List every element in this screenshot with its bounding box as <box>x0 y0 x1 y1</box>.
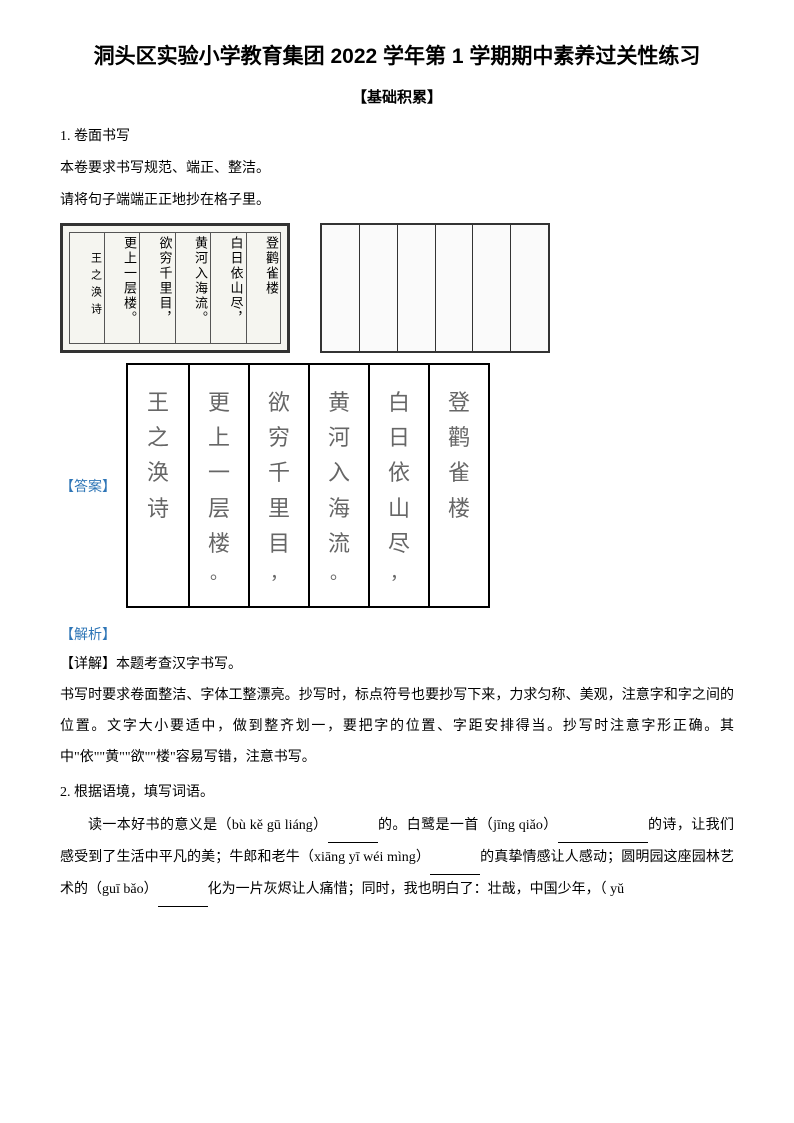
q2-mid4: 化为一片灰烬让人痛惜；同时，我也明白了：壮哉，中国少年，（ yǔ <box>208 882 625 897</box>
explain-body: 书写时要求卷面整洁、字体工整漂亮。抄写时，标点符号也要抄写下来，力求匀称、美观，… <box>60 681 734 773</box>
answer-punct: ， <box>390 561 408 586</box>
answer-char: 鹳 <box>448 420 470 455</box>
fill-blank[interactable] <box>558 811 648 843</box>
explain-label: 【解析】 <box>60 624 734 644</box>
answer-grid: 登鹳雀楼白日依山尽，黄河入海流。欲穷千里目，更上一层楼。王之涣诗 <box>126 363 490 608</box>
answer-char: 楼 <box>448 491 470 526</box>
answer-char: 白 <box>388 385 410 420</box>
answer-label: 【答案】 <box>60 476 116 496</box>
answer-col-2: 黄河入海流。 <box>308 365 368 606</box>
empty-writing-grid <box>320 223 550 353</box>
answer-punct: ， <box>270 561 288 586</box>
calligraphy-col-4: 更上一层楼。 <box>104 232 140 344</box>
answer-char: 王 <box>147 385 169 420</box>
answer-char: 入 <box>328 455 350 490</box>
answer-col-1: 白日依山尽， <box>368 365 428 606</box>
detail-label: 【详解】 <box>60 657 116 672</box>
answer-char: 山 <box>388 491 410 526</box>
answer-char: 楼 <box>208 526 230 561</box>
answer-punct: 。 <box>210 561 228 586</box>
answer-char: 海 <box>328 491 350 526</box>
empty-col <box>472 225 510 351</box>
answer-row: 【答案】 登鹳雀楼白日依山尽，黄河入海流。欲穷千里目，更上一层楼。王之涣诗 <box>60 363 734 608</box>
calligraphy-col-3: 欲穷千里目， <box>139 232 175 344</box>
sample-image-row: 登鹳雀楼 白日依山尽， 黄河入海流。 欲穷千里目， 更上一层楼。 王之涣诗 <box>60 223 734 353</box>
answer-char: 之 <box>147 420 169 455</box>
answer-char: 登 <box>448 385 470 420</box>
answer-char: 目 <box>268 526 290 561</box>
empty-col <box>510 225 548 351</box>
answer-char: 依 <box>388 455 410 490</box>
empty-col <box>397 225 435 351</box>
fill-blank[interactable] <box>430 843 480 875</box>
calligraphy-col-0: 登鹳雀楼 <box>246 232 282 344</box>
empty-col <box>322 225 359 351</box>
answer-char: 涣 <box>147 455 169 490</box>
calligraphy-sample: 登鹳雀楼 白日依山尽， 黄河入海流。 欲穷千里目， 更上一层楼。 王之涣诗 <box>60 223 290 353</box>
q1-number: 1. 卷面书写 <box>60 123 734 151</box>
q1-line1: 本卷要求书写规范、端正、整洁。 <box>60 155 734 183</box>
detail-line: 【详解】本题考查汉字书写。 <box>60 650 734 681</box>
answer-char: 穷 <box>268 420 290 455</box>
answer-char: 里 <box>268 491 290 526</box>
answer-char: 日 <box>388 420 410 455</box>
answer-char: 千 <box>268 455 290 490</box>
answer-col-5: 王之涣诗 <box>128 365 188 606</box>
answer-char: 河 <box>328 420 350 455</box>
q2-mid1: 的。白鹭是一首（jīng qiǎo） <box>378 818 558 833</box>
answer-col-3: 欲穷千里目， <box>248 365 308 606</box>
answer-char: 诗 <box>147 491 169 526</box>
q2-prefix: 读一本好书的意义是（bù kě gū liáng） <box>88 818 328 833</box>
calligraphy-col-2: 黄河入海流。 <box>175 232 211 344</box>
q2-number: 2. 根据语境，填写词语。 <box>60 779 734 807</box>
fill-blank[interactable] <box>328 811 378 843</box>
page-title: 洞头区实验小学教育集团 2022 学年第 1 学期期中素养过关性练习 <box>60 40 734 70</box>
section-subtitle: 【基础积累】 <box>60 86 734 107</box>
answer-char: 雀 <box>448 455 470 490</box>
answer-punct: 。 <box>330 561 348 586</box>
answer-char: 一 <box>208 455 230 490</box>
answer-char: 黄 <box>328 385 350 420</box>
answer-char: 尽 <box>388 526 410 561</box>
empty-col <box>435 225 473 351</box>
answer-char: 欲 <box>268 385 290 420</box>
q2-body: 读一本好书的意义是（bù kě gū liáng） 的。白鹭是一首（jīng q… <box>60 811 734 906</box>
empty-col <box>359 225 397 351</box>
q1-line2: 请将句子端端正正地抄在格子里。 <box>60 187 734 215</box>
answer-char: 更 <box>208 385 230 420</box>
answer-col-0: 登鹳雀楼 <box>428 365 488 606</box>
detail-text: 本题考查汉字书写。 <box>116 657 242 672</box>
fill-blank[interactable] <box>158 875 208 907</box>
answer-char: 流 <box>328 526 350 561</box>
calligraphy-signature: 王之涣诗 <box>69 232 104 344</box>
answer-char: 上 <box>208 420 230 455</box>
answer-char: 层 <box>208 491 230 526</box>
calligraphy-col-1: 白日依山尽， <box>210 232 246 344</box>
answer-col-4: 更上一层楼。 <box>188 365 248 606</box>
